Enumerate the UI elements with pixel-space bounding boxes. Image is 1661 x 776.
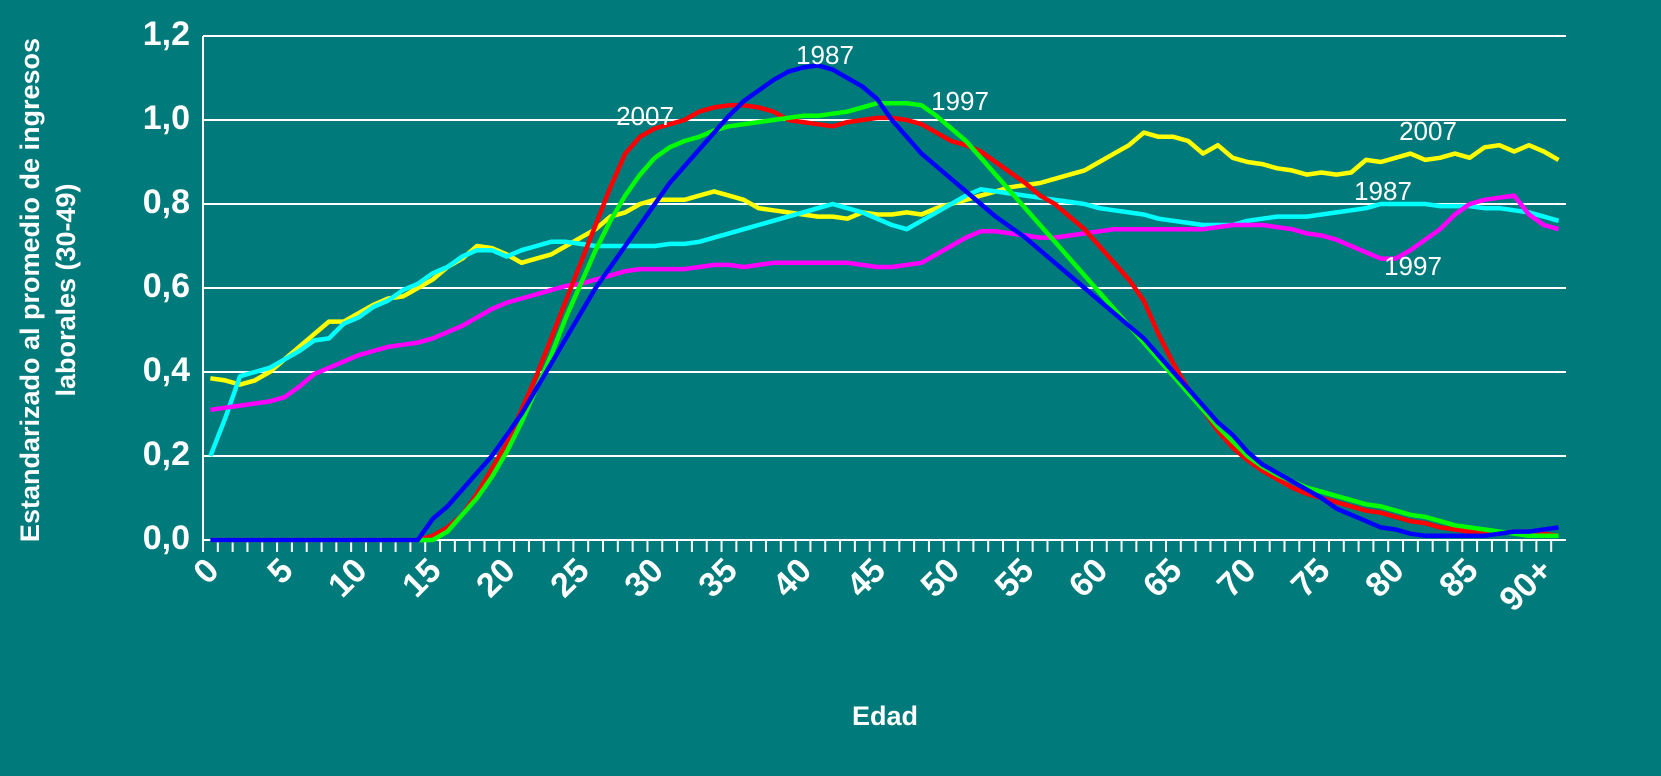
series-line xyxy=(210,63,1559,543)
annotation: 2007 xyxy=(1399,116,1457,146)
y-tick-label: 0,8 xyxy=(143,183,190,221)
annotation: 1987 xyxy=(1354,176,1412,206)
x-axis-title: Edad xyxy=(852,701,918,731)
series-line xyxy=(210,130,1560,387)
y-tick-label: 0,0 xyxy=(143,519,190,557)
y-tick-label: 0,4 xyxy=(143,351,190,389)
y-axis-title: laborales (30-49) xyxy=(51,183,81,396)
series-line xyxy=(210,103,1559,543)
annotation: 1997 xyxy=(1384,251,1442,281)
y-tick-label: 0,6 xyxy=(143,267,190,305)
y-tick-label: 1,2 xyxy=(143,15,190,53)
series-line xyxy=(208,187,1560,457)
y-axis-title: Estandarizado al promedio de ingresos xyxy=(15,38,45,542)
y-tick-label: 1,0 xyxy=(143,99,190,137)
annotation: 1987 xyxy=(796,40,854,70)
annotation: 2007 xyxy=(616,101,674,131)
series-line xyxy=(210,193,1560,413)
annotation: 1997 xyxy=(931,86,989,116)
y-tick-label: 0,2 xyxy=(143,435,190,473)
series-line xyxy=(210,100,1559,543)
